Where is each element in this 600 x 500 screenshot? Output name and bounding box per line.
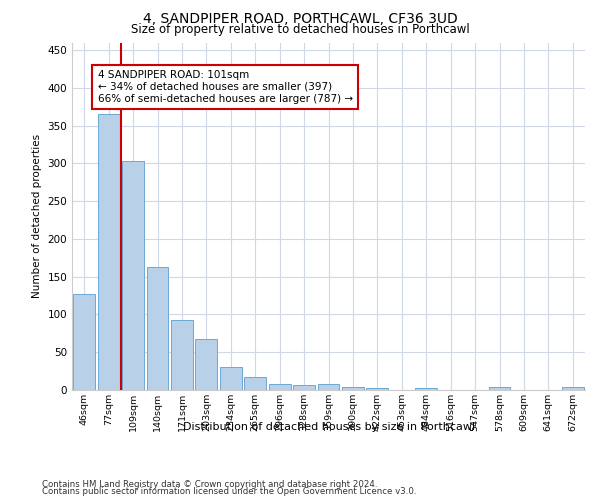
- Text: 4 SANDPIPER ROAD: 101sqm
← 34% of detached houses are smaller (397)
66% of semi-: 4 SANDPIPER ROAD: 101sqm ← 34% of detach…: [98, 70, 353, 104]
- Bar: [122, 161, 144, 390]
- Bar: [367, 388, 388, 390]
- Bar: [146, 267, 169, 390]
- Bar: [220, 368, 242, 390]
- Bar: [415, 388, 437, 390]
- Bar: [244, 377, 266, 390]
- Text: Size of property relative to detached houses in Porthcawl: Size of property relative to detached ho…: [131, 23, 469, 36]
- Text: 4, SANDPIPER ROAD, PORTHCAWL, CF36 3UD: 4, SANDPIPER ROAD, PORTHCAWL, CF36 3UD: [143, 12, 457, 26]
- Bar: [196, 340, 217, 390]
- Bar: [342, 387, 364, 390]
- Bar: [269, 384, 290, 390]
- Bar: [98, 114, 119, 390]
- Bar: [171, 320, 193, 390]
- Bar: [488, 387, 511, 390]
- Bar: [293, 386, 315, 390]
- Text: Distribution of detached houses by size in Porthcawl: Distribution of detached houses by size …: [183, 422, 475, 432]
- Bar: [317, 384, 340, 390]
- Bar: [73, 294, 95, 390]
- Text: Contains public sector information licensed under the Open Government Licence v3: Contains public sector information licen…: [42, 488, 416, 496]
- Text: Contains HM Land Registry data © Crown copyright and database right 2024.: Contains HM Land Registry data © Crown c…: [42, 480, 377, 489]
- Y-axis label: Number of detached properties: Number of detached properties: [32, 134, 42, 298]
- Bar: [562, 387, 584, 390]
